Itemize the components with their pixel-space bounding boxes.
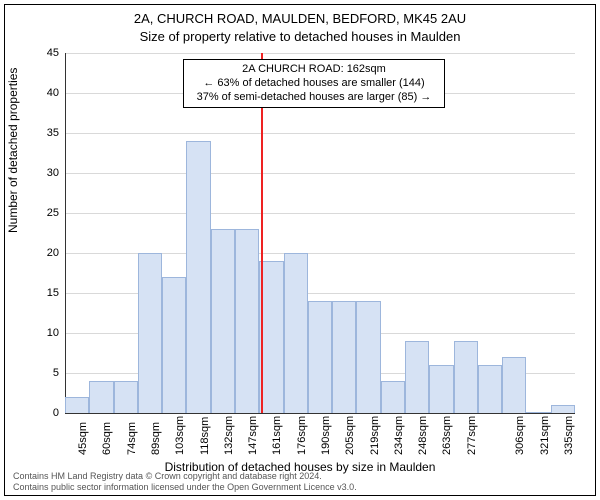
histogram-bar bbox=[65, 397, 89, 413]
x-tick-label: 74sqm bbox=[126, 422, 138, 455]
title-line-2: Size of property relative to detached ho… bbox=[5, 29, 595, 44]
histogram-bar bbox=[429, 365, 453, 413]
y-tick-label: 15 bbox=[47, 287, 59, 299]
x-tick-label: 118sqm bbox=[199, 417, 211, 455]
histogram-bar bbox=[478, 365, 502, 413]
x-tick-label: 263sqm bbox=[441, 416, 453, 455]
histogram-bar bbox=[211, 229, 235, 413]
x-tick-label: 132sqm bbox=[223, 416, 235, 455]
x-tick-label: 306sqm bbox=[514, 416, 526, 455]
x-tick-label: 335sqm bbox=[563, 416, 575, 455]
annotation-line-3: 37% of semi-detached houses are larger (… bbox=[190, 91, 438, 105]
histogram-bar bbox=[284, 253, 308, 413]
x-tick-label: 176sqm bbox=[296, 416, 308, 455]
gridline bbox=[65, 133, 575, 134]
histogram-bar bbox=[454, 341, 478, 413]
histogram-bar bbox=[186, 141, 210, 413]
histogram-bar bbox=[526, 412, 550, 413]
x-tick-label: 60sqm bbox=[101, 422, 113, 455]
y-tick-label: 35 bbox=[47, 127, 59, 139]
annotation-line-1: 2A CHURCH ROAD: 162sqm bbox=[190, 63, 438, 77]
gridline bbox=[65, 53, 575, 54]
histogram-bar bbox=[235, 229, 259, 413]
footer-line-1: Contains HM Land Registry data © Crown c… bbox=[13, 471, 357, 482]
footer-line-2: Contains public sector information licen… bbox=[13, 482, 357, 493]
y-tick-label: 30 bbox=[47, 167, 59, 179]
x-tick-label: 277sqm bbox=[466, 416, 478, 455]
y-axis-label: Number of detached properties bbox=[6, 68, 20, 233]
x-tick-label: 234sqm bbox=[393, 416, 405, 455]
y-tick-label: 40 bbox=[47, 87, 59, 99]
y-tick-label: 20 bbox=[47, 247, 59, 259]
annotation-box: 2A CHURCH ROAD: 162sqm← 63% of detached … bbox=[183, 59, 445, 108]
histogram-bar bbox=[114, 381, 138, 413]
gridline bbox=[65, 413, 575, 414]
gridline bbox=[65, 173, 575, 174]
footer-attribution: Contains HM Land Registry data © Crown c… bbox=[13, 471, 357, 493]
x-tick-label: 321sqm bbox=[539, 416, 551, 455]
histogram-bar bbox=[308, 301, 332, 413]
y-tick-label: 0 bbox=[53, 407, 59, 419]
histogram-bar bbox=[381, 381, 405, 413]
x-tick-label: 248sqm bbox=[417, 416, 429, 455]
x-tick-label: 147sqm bbox=[247, 416, 259, 455]
x-tick-label: 219sqm bbox=[369, 416, 381, 455]
gridline bbox=[65, 213, 575, 214]
histogram-bar bbox=[332, 301, 356, 413]
histogram-bar bbox=[405, 341, 429, 413]
x-tick-label: 190sqm bbox=[320, 416, 332, 455]
histogram-bar bbox=[502, 357, 526, 413]
histogram-bar bbox=[89, 381, 113, 413]
histogram-bar bbox=[162, 277, 186, 413]
y-tick-label: 5 bbox=[53, 367, 59, 379]
y-tick-label: 25 bbox=[47, 207, 59, 219]
x-tick-label: 45sqm bbox=[77, 422, 89, 455]
title-line-1: 2A, CHURCH ROAD, MAULDEN, BEDFORD, MK45 … bbox=[5, 11, 595, 26]
plot-area: 2A CHURCH ROAD: 162sqm← 63% of detached … bbox=[65, 53, 575, 413]
x-tick-label: 161sqm bbox=[271, 416, 283, 455]
y-tick-label: 45 bbox=[47, 47, 59, 59]
x-tick-label: 89sqm bbox=[150, 422, 162, 455]
y-axis-line bbox=[65, 53, 66, 413]
histogram-bar bbox=[356, 301, 380, 413]
histogram-bar bbox=[138, 253, 162, 413]
y-tick-label: 10 bbox=[47, 327, 59, 339]
x-tick-label: 205sqm bbox=[344, 416, 356, 455]
histogram-bar bbox=[551, 405, 575, 413]
x-tick-label: 103sqm bbox=[174, 416, 186, 455]
chart-container: 2A, CHURCH ROAD, MAULDEN, BEDFORD, MK45 … bbox=[4, 4, 596, 496]
annotation-line-2: ← 63% of detached houses are smaller (14… bbox=[190, 77, 438, 91]
